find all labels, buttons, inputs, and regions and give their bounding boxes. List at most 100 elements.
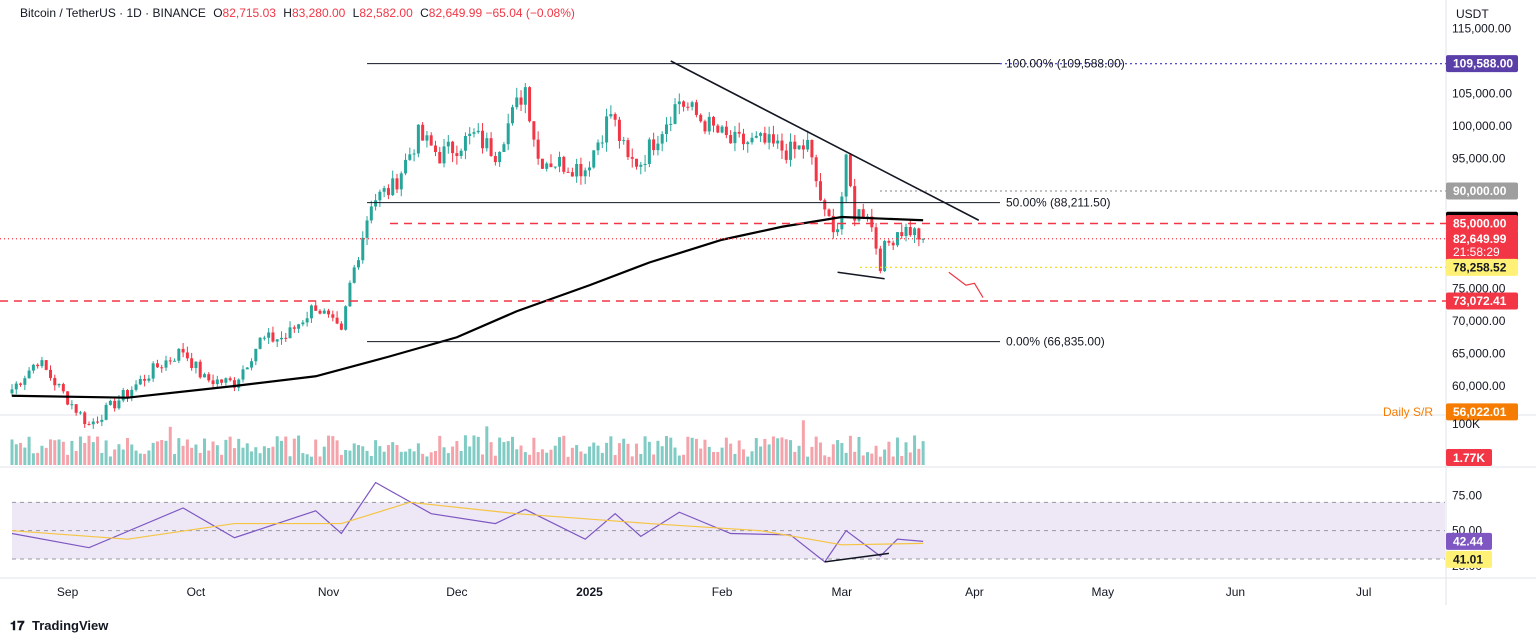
- candle-body: [733, 131, 737, 144]
- candle-body: [305, 318, 309, 323]
- volume-bar: [553, 445, 557, 465]
- volume-bar: [878, 456, 882, 465]
- candle-body: [566, 171, 570, 173]
- candle-body: [767, 134, 771, 143]
- candle-body: [707, 116, 711, 132]
- volume-bar: [96, 436, 100, 465]
- candle-body: [348, 282, 352, 307]
- volume-bar: [121, 449, 125, 465]
- candle-body: [669, 123, 673, 125]
- candle-body: [605, 116, 609, 143]
- volume-bar: [587, 446, 591, 465]
- candle-body: [848, 154, 852, 187]
- volume-bar: [814, 436, 818, 465]
- volume-bar: [519, 445, 523, 465]
- level-price-label: 78,258.52: [1453, 260, 1507, 274]
- candle-body: [617, 119, 621, 142]
- level-price-label: 82,649.99: [1453, 232, 1507, 246]
- close-value: 82,649.99: [428, 6, 483, 20]
- candle-body: [523, 87, 527, 105]
- volume-bar: [382, 451, 386, 465]
- candle-body: [66, 391, 70, 405]
- candle-body: [857, 209, 861, 221]
- price-tick-label: 65,000.00: [1452, 347, 1506, 361]
- candle-body: [284, 337, 288, 339]
- volume-bar: [416, 443, 420, 465]
- volume-bar: [600, 452, 604, 465]
- volume-bar: [489, 442, 493, 465]
- time-tick-label: Nov: [318, 585, 339, 599]
- candle-body: [36, 364, 40, 367]
- candle-body: [729, 135, 733, 144]
- candle-body: [412, 153, 416, 155]
- tradingview-logo-icon: 𝟏𝟕: [10, 618, 25, 633]
- candle-body: [579, 163, 583, 177]
- tradingview-logo[interactable]: 𝟏𝟕 TradingView: [10, 618, 108, 634]
- volume-bar: [74, 450, 78, 465]
- candle-body: [913, 228, 917, 236]
- volume-bar: [481, 454, 485, 465]
- volume-axis-label: 100K: [1452, 417, 1480, 431]
- low-value: 82,582.00: [359, 6, 413, 20]
- candle-body: [335, 317, 339, 324]
- price-tick-label: 105,000.00: [1452, 87, 1512, 101]
- volume-bar: [536, 452, 540, 465]
- rsi-line: [11, 481, 924, 563]
- candle-body: [121, 390, 125, 401]
- volume-bar: [369, 455, 373, 465]
- volume-bar: [493, 455, 497, 465]
- candle-body: [391, 178, 395, 196]
- candle-body: [536, 139, 540, 159]
- support-resistance-label: Daily S/R: [1383, 405, 1433, 419]
- volume-bar: [168, 426, 172, 465]
- candle-body: [113, 400, 117, 409]
- volume-bar: [605, 442, 609, 465]
- volume-bar: [220, 454, 224, 465]
- volume-bar: [523, 452, 527, 465]
- candle-body: [647, 139, 651, 164]
- volume-bar: [528, 454, 532, 465]
- volume-bar: [429, 452, 433, 465]
- volume-bar: [57, 439, 61, 465]
- volume-bar: [806, 456, 810, 465]
- time-tick-label: 2025: [576, 585, 603, 599]
- volume-bar: [647, 441, 651, 465]
- candle-body: [361, 237, 365, 261]
- candle-body: [904, 226, 908, 237]
- candle-body: [91, 421, 95, 425]
- candle-body: [549, 163, 553, 168]
- candle-body: [481, 130, 485, 149]
- candle-body: [369, 206, 373, 221]
- volume-bar: [485, 426, 489, 465]
- volume-bar: [729, 443, 733, 465]
- level-price-tag: [1446, 292, 1518, 310]
- volume-bar: [408, 448, 412, 465]
- time-tick-label: Mar: [832, 585, 853, 599]
- candle-body: [784, 150, 788, 160]
- volume-bar: [712, 451, 716, 465]
- symbol-title[interactable]: Bitcoin / TetherUS · 1D · BINANCE: [20, 6, 206, 20]
- candle-body: [583, 170, 587, 177]
- volume-bar: [356, 445, 360, 465]
- candle-body: [31, 364, 35, 371]
- candle-body: [596, 142, 600, 151]
- volume-bar: [297, 435, 301, 465]
- candle-body: [528, 87, 532, 122]
- volume-bar: [720, 447, 724, 465]
- price-tick-label: 75,000.00: [1452, 282, 1506, 296]
- volume-bar: [36, 452, 40, 465]
- candle-body: [425, 135, 429, 141]
- candle-body: [643, 163, 647, 165]
- rsi-current-label: 42.44: [1453, 534, 1483, 548]
- candle-body: [100, 419, 104, 422]
- volume-bar: [566, 456, 570, 465]
- candle-body: [275, 339, 279, 342]
- candle-body: [378, 191, 382, 201]
- volume-bar: [583, 453, 587, 465]
- candle-body: [198, 361, 202, 378]
- candle-body: [250, 361, 254, 368]
- candle-body: [754, 135, 758, 138]
- candle-body: [168, 360, 172, 362]
- candle-body: [292, 327, 296, 329]
